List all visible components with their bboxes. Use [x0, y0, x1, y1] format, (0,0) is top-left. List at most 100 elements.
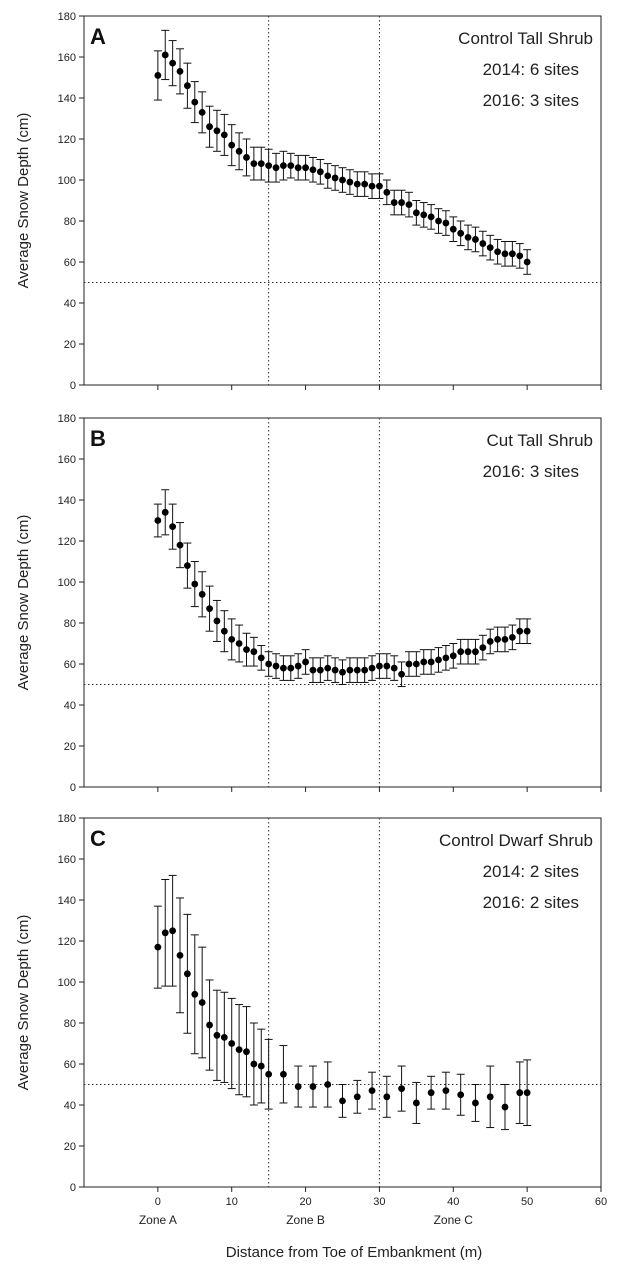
- data-point: [464, 224, 473, 251]
- data-marker: [457, 648, 465, 656]
- data-marker: [523, 627, 531, 635]
- data-marker: [427, 1089, 435, 1097]
- data-marker: [339, 1097, 346, 1105]
- y-tick-label: 0: [70, 1182, 76, 1194]
- data-point: [382, 1075, 391, 1118]
- plot-frame: [83, 15, 602, 386]
- data-point: [375, 173, 384, 199]
- data-marker: [472, 236, 479, 243]
- data-point: [235, 132, 244, 171]
- x-tick-label: 30: [373, 1196, 385, 1208]
- data-marker: [412, 1099, 420, 1107]
- y-tick-label: 120: [58, 936, 76, 948]
- data-point: [272, 152, 281, 183]
- data-marker: [324, 1081, 332, 1088]
- data-point: [235, 1004, 244, 1096]
- data-point: [249, 146, 258, 181]
- data-point: [279, 655, 288, 681]
- data-point: [353, 1079, 362, 1114]
- data-marker: [272, 662, 280, 670]
- data-point: [471, 226, 480, 253]
- data-point: [441, 1071, 450, 1110]
- x-tick-label: 10: [226, 1196, 238, 1208]
- data-point: [242, 138, 251, 177]
- data-marker: [472, 1099, 479, 1107]
- y-tick-label: 40: [64, 1100, 76, 1112]
- data-point: [220, 113, 229, 156]
- data-point: [183, 542, 192, 589]
- data-point: [404, 651, 413, 677]
- data-marker: [220, 1033, 228, 1041]
- y-tick-label: 180: [58, 413, 76, 425]
- panel-site-count: 2016: 3 sites: [483, 462, 579, 481]
- x-tick-label: 0: [155, 1196, 161, 1208]
- data-marker: [486, 1093, 494, 1101]
- data-marker: [154, 517, 162, 524]
- y-tick-label: 160: [58, 454, 76, 466]
- data-point: [353, 171, 362, 197]
- data-marker: [206, 605, 213, 613]
- data-marker: [361, 180, 369, 188]
- data-point: [198, 91, 207, 134]
- data-point: [264, 148, 273, 183]
- data-point: [257, 1028, 266, 1104]
- data-point: [176, 897, 185, 1014]
- data-marker: [508, 250, 516, 258]
- data-marker: [435, 656, 442, 664]
- data-point: [190, 561, 199, 608]
- y-tick-label: 100: [58, 977, 76, 989]
- data-marker: [523, 1089, 531, 1097]
- panel-site-count: 2014: 2 sites: [483, 862, 579, 881]
- data-point: [183, 62, 192, 109]
- data-point: [153, 503, 162, 538]
- data-point: [168, 40, 177, 87]
- plot-frame: [83, 817, 602, 1188]
- y-tick-label: 180: [58, 11, 76, 23]
- y-tick-label: 60: [64, 659, 76, 671]
- data-marker: [257, 654, 265, 662]
- x-tick-label: 50: [521, 1196, 533, 1208]
- data-marker: [161, 929, 169, 937]
- data-point: [316, 159, 325, 185]
- data-marker: [287, 162, 295, 170]
- data-point: [478, 634, 487, 661]
- y-tick-label: 100: [58, 577, 76, 589]
- data-marker: [324, 664, 332, 672]
- data-marker: [235, 147, 243, 155]
- data-marker: [449, 225, 457, 233]
- data-point: [419, 202, 428, 228]
- data-point: [279, 1045, 288, 1104]
- data-point: [286, 152, 295, 179]
- data-marker: [368, 1087, 376, 1095]
- data-point: [508, 241, 517, 267]
- y-tick-label: 140: [58, 895, 76, 907]
- data-point: [205, 585, 214, 632]
- data-marker: [169, 523, 177, 531]
- data-point: [397, 189, 406, 216]
- data-point: [227, 997, 236, 1090]
- data-marker: [464, 648, 472, 656]
- data-point: [427, 204, 436, 230]
- data-marker: [435, 217, 442, 225]
- data-point: [294, 653, 303, 679]
- panel-B: 0 20 40 60 80 100 120 140 160 180 Average Snow Dep…: [15, 413, 602, 794]
- data-point: [493, 626, 502, 653]
- panel-A: 0 20 40 60 80 100 120 140 160 180 Average Snow Dep…: [15, 11, 602, 392]
- data-point: [316, 657, 325, 683]
- data-point: [515, 618, 524, 644]
- data-marker: [464, 234, 472, 241]
- data-point: [412, 200, 421, 226]
- data-marker: [294, 1083, 302, 1090]
- data-marker: [368, 182, 376, 190]
- data-marker: [228, 1040, 236, 1047]
- data-point: [449, 643, 458, 669]
- data-marker: [213, 127, 221, 135]
- data-point: [249, 1022, 258, 1106]
- data-marker: [213, 617, 221, 625]
- y-tick-label: 180: [58, 813, 76, 825]
- panel-C: 0 20 40 60 80 100 120 140 160 180 0 10 20 30 40 50 60 Ave…: [15, 813, 607, 1208]
- data-point: [441, 645, 450, 671]
- data-point: [390, 655, 399, 681]
- data-marker: [442, 219, 450, 227]
- zone-label-b: Zone B: [286, 1213, 325, 1227]
